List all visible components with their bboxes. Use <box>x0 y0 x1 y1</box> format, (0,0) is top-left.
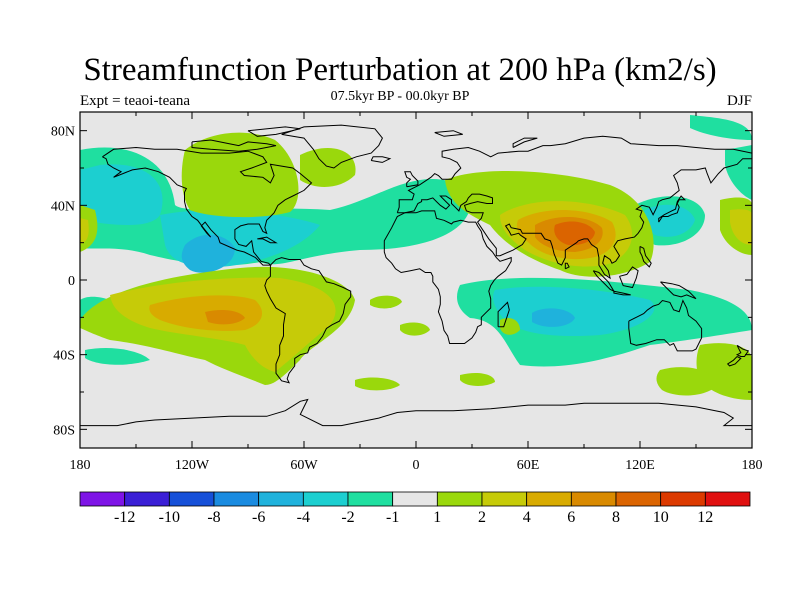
colorbar-swatch <box>526 491 572 507</box>
coastline-segment <box>102 146 313 266</box>
field-contour-region <box>656 367 718 396</box>
colorbar-label: -1 <box>386 509 399 526</box>
lat-tick-label: 0 <box>68 274 75 289</box>
colorbar-label: -4 <box>297 509 310 526</box>
coastline-segment <box>658 195 687 223</box>
field-contour-region <box>493 286 655 337</box>
colorbar-label: -10 <box>159 509 180 526</box>
colorbar-swatch <box>570 491 617 507</box>
lat-tick-label: 80S <box>53 423 75 438</box>
coastline-segment <box>370 156 392 163</box>
lat-tick-label: 40N <box>51 199 75 214</box>
chart-subtitle: 07.5kyr BP - 00.0kyr BP <box>330 89 470 104</box>
coastline-segment <box>726 356 742 367</box>
colorbar-label: 1 <box>433 509 441 526</box>
lon-tick-label: 0 <box>413 458 420 473</box>
coastline-segment <box>639 245 652 268</box>
coastline-segment <box>735 344 750 357</box>
field-contour-region <box>181 132 299 218</box>
coastline-segment <box>257 236 278 244</box>
lon-tick-label: 120W <box>175 458 210 473</box>
coastline-segment <box>613 290 631 296</box>
lon-tick-label: 180 <box>70 458 91 473</box>
colorbar-label: -12 <box>114 509 135 526</box>
field-contour-region <box>205 310 245 325</box>
coastline-segment <box>396 135 752 280</box>
colorbar-swatch <box>258 491 304 507</box>
coastline-segment <box>512 137 538 148</box>
coastline-segment <box>80 398 752 427</box>
coastline-segment <box>434 130 463 137</box>
colorbar-swatch <box>79 491 126 507</box>
coastline-segment <box>247 126 301 137</box>
colorbar-label: 8 <box>612 509 620 526</box>
coastline-segment <box>619 266 639 289</box>
field-contour-region <box>85 348 150 365</box>
lon-tick-label: 180 <box>742 458 763 473</box>
colorbar-swatch <box>704 491 751 507</box>
coastlines <box>80 124 752 427</box>
colorbar: -12 -10 -8 -6 -4 -2 -1 1 2 4 6 8 10 12 <box>79 491 751 526</box>
colorbar-swatch <box>213 491 260 507</box>
field-contour-region <box>181 234 235 273</box>
lon-tick-label: 60W <box>290 458 318 473</box>
map-axes: 80N 40N 0 40S 80S 180 120W 60W 0 60E 120E 180 <box>51 112 763 473</box>
colorbar-label: -2 <box>341 509 354 526</box>
field-contour-region <box>80 164 163 225</box>
colorbar-swatch <box>124 491 170 507</box>
chart-title: Streamfunction Perturbation at 200 hPa (… <box>83 52 717 88</box>
colorbar-label: 6 <box>567 509 575 526</box>
season-label: DJF <box>726 93 752 109</box>
colorbar-label: -8 <box>207 509 220 526</box>
colorbar-label: 10 <box>653 509 669 526</box>
field-contour-region <box>80 218 89 244</box>
experiment-label: Expt = teaoi-teana <box>80 93 191 109</box>
colorbar-swatch <box>660 491 706 507</box>
field-contour-region <box>532 308 575 327</box>
lon-tick-label: 120E <box>625 458 655 473</box>
colorbar-swatch <box>436 491 483 507</box>
lat-tick-label: 40S <box>53 349 75 364</box>
colorbar-label: -6 <box>252 509 265 526</box>
field-contour-region <box>300 147 356 187</box>
field-contour-region <box>400 322 430 336</box>
colorbar-swatch <box>392 491 438 507</box>
field-contour-region <box>355 377 400 391</box>
coastline-segment <box>660 281 697 300</box>
coastline-segment <box>383 210 512 344</box>
colorbar-swatch <box>481 491 528 507</box>
colorbar-label: 12 <box>697 509 713 526</box>
colorbar-swatch <box>347 491 394 507</box>
coastline-segment <box>564 262 570 270</box>
coastline-segment <box>592 270 616 293</box>
field-contour-region <box>643 204 695 237</box>
field-contour-region <box>370 295 402 309</box>
colorbar-label: 2 <box>478 509 486 526</box>
field-contour-region <box>460 372 495 386</box>
lat-tick-label: 80N <box>51 125 75 140</box>
streamfunction-field <box>80 115 752 400</box>
coastline-segment <box>281 124 383 169</box>
coastline-segment <box>191 139 277 152</box>
colorbar-swatch <box>615 491 662 507</box>
coastline-segment <box>404 171 419 188</box>
colorbar-swatch <box>168 491 215 507</box>
colorbar-swatch <box>302 491 349 507</box>
coastline-segment <box>497 301 510 328</box>
coastline-segment <box>264 257 352 384</box>
field-contour-region <box>730 209 752 245</box>
field-contour-region <box>690 115 752 140</box>
coastline-segment <box>628 299 703 352</box>
colorbar-label: 4 <box>523 509 531 526</box>
lon-tick-label: 60E <box>517 458 540 473</box>
